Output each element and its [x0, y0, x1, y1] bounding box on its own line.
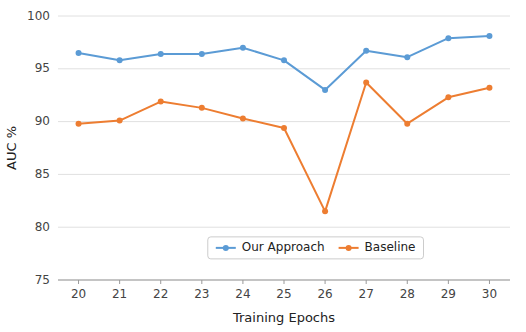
y-tick-label: 75	[35, 273, 50, 287]
legend: Our Approach Baseline	[208, 237, 424, 259]
point	[240, 45, 246, 51]
grid-line	[58, 174, 510, 175]
point	[76, 50, 82, 56]
grid	[58, 16, 510, 280]
legend-item: Our Approach	[216, 240, 325, 254]
point	[404, 121, 410, 127]
point	[240, 115, 246, 121]
x-tick-label: 22	[153, 287, 168, 301]
x-tick-label: 25	[276, 287, 291, 301]
x-tick-label: 28	[400, 287, 415, 301]
legend-marker	[223, 245, 229, 251]
y-axis: 75 80 85 90 95 100	[27, 9, 50, 287]
point	[117, 118, 123, 124]
x-tick-label: 27	[359, 287, 374, 301]
line	[79, 36, 490, 90]
grid-line	[58, 16, 510, 17]
point	[281, 125, 287, 131]
plot-area	[76, 33, 493, 214]
x-tick	[407, 280, 408, 284]
grid-line	[58, 68, 510, 69]
series	[76, 80, 493, 215]
x-tick	[119, 280, 120, 284]
x-tick	[201, 280, 202, 284]
y-tick-label: 95	[35, 61, 50, 75]
x-tick-label: 26	[317, 287, 332, 301]
x-tick-label: 23	[194, 287, 209, 301]
chart: 75 80 85 90 95 100 20 21 22 23 24 25 26 27 28 29 30 Train…	[0, 0, 526, 332]
y-axis-label: AUC %	[4, 126, 19, 170]
point	[404, 54, 410, 60]
point	[363, 80, 369, 86]
x-tick	[489, 280, 490, 284]
point	[76, 121, 82, 127]
point	[117, 57, 123, 63]
x-tick-label: 24	[235, 287, 250, 301]
x-tick	[242, 280, 243, 284]
point	[363, 48, 369, 54]
y-tick-label: 90	[35, 114, 50, 128]
legend-label: Baseline	[365, 240, 416, 254]
point	[199, 105, 205, 111]
point	[445, 35, 451, 41]
x-tick	[448, 280, 449, 284]
legend-label: Our Approach	[242, 240, 325, 254]
point	[445, 94, 451, 100]
point	[322, 208, 328, 214]
x-tick	[366, 280, 367, 284]
x-tick	[325, 280, 326, 284]
point	[486, 85, 492, 91]
point	[486, 33, 492, 39]
point	[158, 51, 164, 57]
grid-line	[58, 227, 510, 228]
x-tick	[284, 280, 285, 284]
point	[158, 99, 164, 105]
point	[199, 51, 205, 57]
x-tick-label: 21	[112, 287, 127, 301]
y-tick-label: 85	[35, 167, 50, 181]
x-tick	[78, 280, 79, 284]
legend-marker	[346, 245, 352, 251]
x-tick	[160, 280, 161, 284]
x-axis-label: Training Epochs	[232, 310, 335, 325]
x-tick-label: 20	[71, 287, 86, 301]
line	[79, 83, 490, 212]
point	[322, 87, 328, 93]
y-tick-label: 80	[35, 220, 50, 234]
y-tick-label: 100	[27, 9, 50, 23]
point	[281, 57, 287, 63]
grid-line	[58, 121, 510, 122]
legend-box	[208, 237, 424, 259]
x-tick-label: 30	[482, 287, 497, 301]
legend-item: Baseline	[339, 240, 416, 254]
x-tick-label: 29	[441, 287, 456, 301]
x-axis: 20 21 22 23 24 25 26 27 28 29 30	[71, 280, 497, 301]
series	[76, 33, 493, 93]
